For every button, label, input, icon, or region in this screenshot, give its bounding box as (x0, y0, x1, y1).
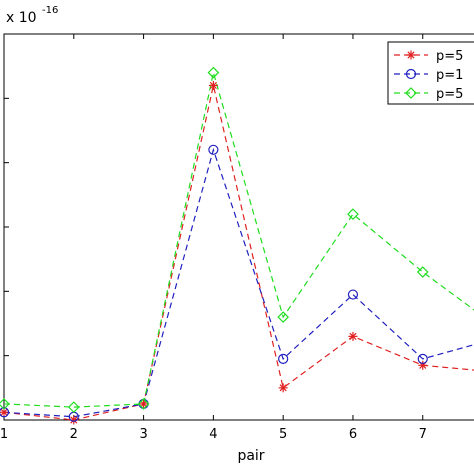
x-tick-label: 1 (0, 427, 8, 442)
data-point-asterisk (208, 80, 218, 90)
series-line (3, 147, 474, 418)
legend-box (387, 41, 474, 105)
data-point-asterisk (406, 50, 416, 60)
series-lines (3, 72, 474, 421)
data-point-diamond (0, 398, 10, 410)
data-point-diamond (277, 311, 290, 323)
series-markers (0, 66, 429, 425)
data-point-circle (347, 289, 359, 300)
x-axis-label: pair (237, 448, 264, 464)
x-tick-label: 6 (349, 427, 357, 442)
data-point-circle (0, 407, 10, 418)
legend-label: p=5 (436, 49, 463, 64)
data-point-diamond (416, 266, 429, 278)
data-point-asterisk (348, 331, 358, 341)
data-point-circle (417, 353, 428, 364)
data-point-circle (405, 68, 417, 80)
legend: p=5 p=1 p=5 (387, 41, 474, 105)
data-point-asterisk (0, 407, 9, 417)
x-tick-label: 5 (279, 427, 287, 442)
data-point-diamond (67, 401, 80, 413)
data-point-diamond (405, 87, 417, 99)
y-exponent-base: x 10 (6, 10, 37, 26)
data-point-diamond (207, 66, 220, 79)
legend-label: p=1 (436, 68, 463, 83)
data-point-circle (208, 144, 219, 155)
series-line (3, 85, 474, 421)
data-point-diamond (137, 398, 150, 410)
x-tick-label: 2 (70, 427, 78, 442)
x-tick-label: 4 (209, 427, 217, 442)
data-point-circle (278, 353, 289, 364)
y-exponent-power: -16 (42, 5, 58, 16)
data-point-asterisk (278, 383, 288, 393)
x-tick-label: 7 (419, 427, 427, 442)
x-tick-label: 3 (139, 427, 147, 442)
axis-ticks: 1 2 3 4 5 6 7 (0, 34, 427, 442)
legend-label: p=5 (436, 87, 463, 102)
data-point-diamond (347, 208, 359, 220)
series-line (3, 72, 474, 408)
